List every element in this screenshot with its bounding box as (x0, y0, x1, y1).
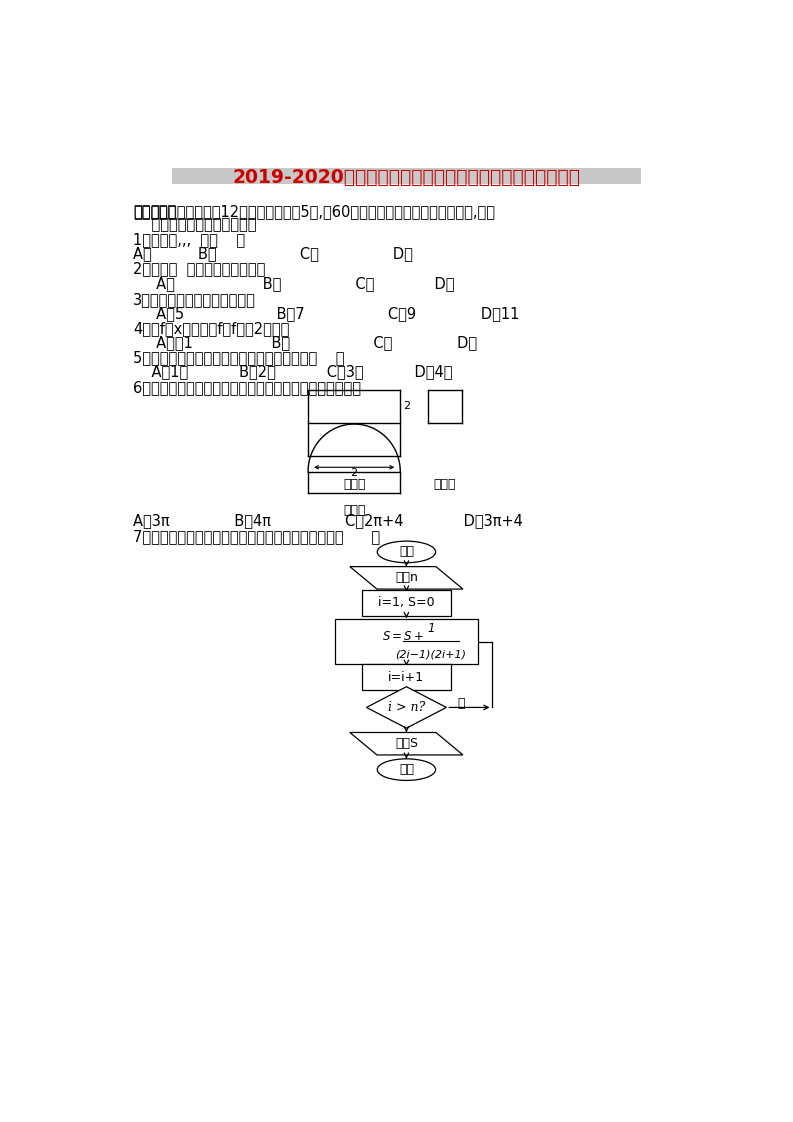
Text: 3．设是数列的前项和，若，则: 3．设是数列的前项和，若，则 (133, 292, 256, 307)
FancyBboxPatch shape (362, 590, 450, 616)
Text: A．3π              B．4π                C．2π+4             D．3π+4: A．3π B．4π C．2π+4 D．3π+4 (133, 513, 523, 528)
Text: 一、选择题（本大题共12个小题，每小题5分,共60分．在每小题给出的四个选项中,只有: 一、选择题（本大题共12个小题，每小题5分,共60分．在每小题给出的四个选项中,… (133, 204, 495, 219)
Text: 左视图: 左视图 (434, 478, 456, 491)
Text: 是: 是 (403, 735, 410, 748)
Text: 输入n: 输入n (395, 571, 418, 585)
Text: A．          B．                  C．                D．: A． B． C． D． (133, 246, 413, 261)
Text: 2．若复数  （是虚数单位），则: 2．若复数 （是虚数单位），则 (133, 260, 266, 276)
Text: 2: 2 (351, 468, 358, 478)
FancyBboxPatch shape (335, 619, 478, 664)
Polygon shape (366, 687, 446, 728)
Text: 主视图: 主视图 (343, 478, 366, 491)
Text: 否: 否 (458, 697, 465, 709)
Text: 2: 2 (404, 402, 411, 411)
Text: 6．一个几何体的三视图如图所示，则该几何体的表面积为: 6．一个几何体的三视图如图所示，则该几何体的表面积为 (133, 380, 361, 395)
Text: 4．设f（x）＝，则f（f（－2））＝: 4．设f（x）＝，则f（f（－2））＝ (133, 321, 289, 337)
Text: 7．执行如图所示的程序框图，如果输入，则输出的（      ）: 7．执行如图所示的程序框图，如果输入，则输出的（ ） (133, 530, 380, 544)
Text: A．1项           B．2项           C．3项           D．4项: A．1项 B．2项 C．3项 D．4项 (133, 365, 453, 379)
Polygon shape (350, 567, 463, 589)
Text: A．                   B．                C．             D．: A． B． C． D． (133, 276, 454, 292)
Text: 1: 1 (427, 622, 435, 635)
Ellipse shape (377, 758, 435, 781)
Text: 俯视图: 俯视图 (343, 505, 366, 517)
Text: 输出S: 输出S (395, 737, 418, 751)
Text: A．－1                 B．                  C．              D．: A．－1 B． C． D． (133, 335, 477, 350)
Text: 选择题: 选择题 (150, 204, 176, 219)
Text: i=i+1: i=i+1 (389, 671, 424, 683)
Text: 2019-2020年高三上学期开学初检测数学（理）试卷含答案: 2019-2020年高三上学期开学初检测数学（理）试卷含答案 (232, 167, 580, 186)
FancyBboxPatch shape (172, 168, 641, 184)
Text: 开始: 开始 (399, 545, 414, 559)
FancyBboxPatch shape (362, 664, 450, 690)
Text: $S = S +$: $S = S +$ (382, 631, 424, 643)
Text: A．5                    B．7                  C．9              D．11: A．5 B．7 C．9 D．11 (133, 305, 519, 321)
Ellipse shape (377, 541, 435, 563)
Text: 一项是符合题目要求的）．: 一项是符合题目要求的）． (133, 218, 256, 232)
Text: i=1, S=0: i=1, S=0 (378, 597, 435, 609)
Text: 结束: 结束 (399, 763, 414, 776)
Text: 5．的展开式中的有理项且系数为正数的项有（    ）: 5．的展开式中的有理项且系数为正数的项有（ ） (133, 350, 344, 366)
Polygon shape (350, 733, 463, 755)
Text: 一、: 一、 (133, 204, 151, 219)
Text: 1．设全集,,,  则（    ）: 1．设全集,,, 则（ ） (133, 232, 245, 247)
Text: (2i−1)(2i+1): (2i−1)(2i+1) (396, 650, 466, 660)
Text: i > n?: i > n? (388, 701, 425, 714)
